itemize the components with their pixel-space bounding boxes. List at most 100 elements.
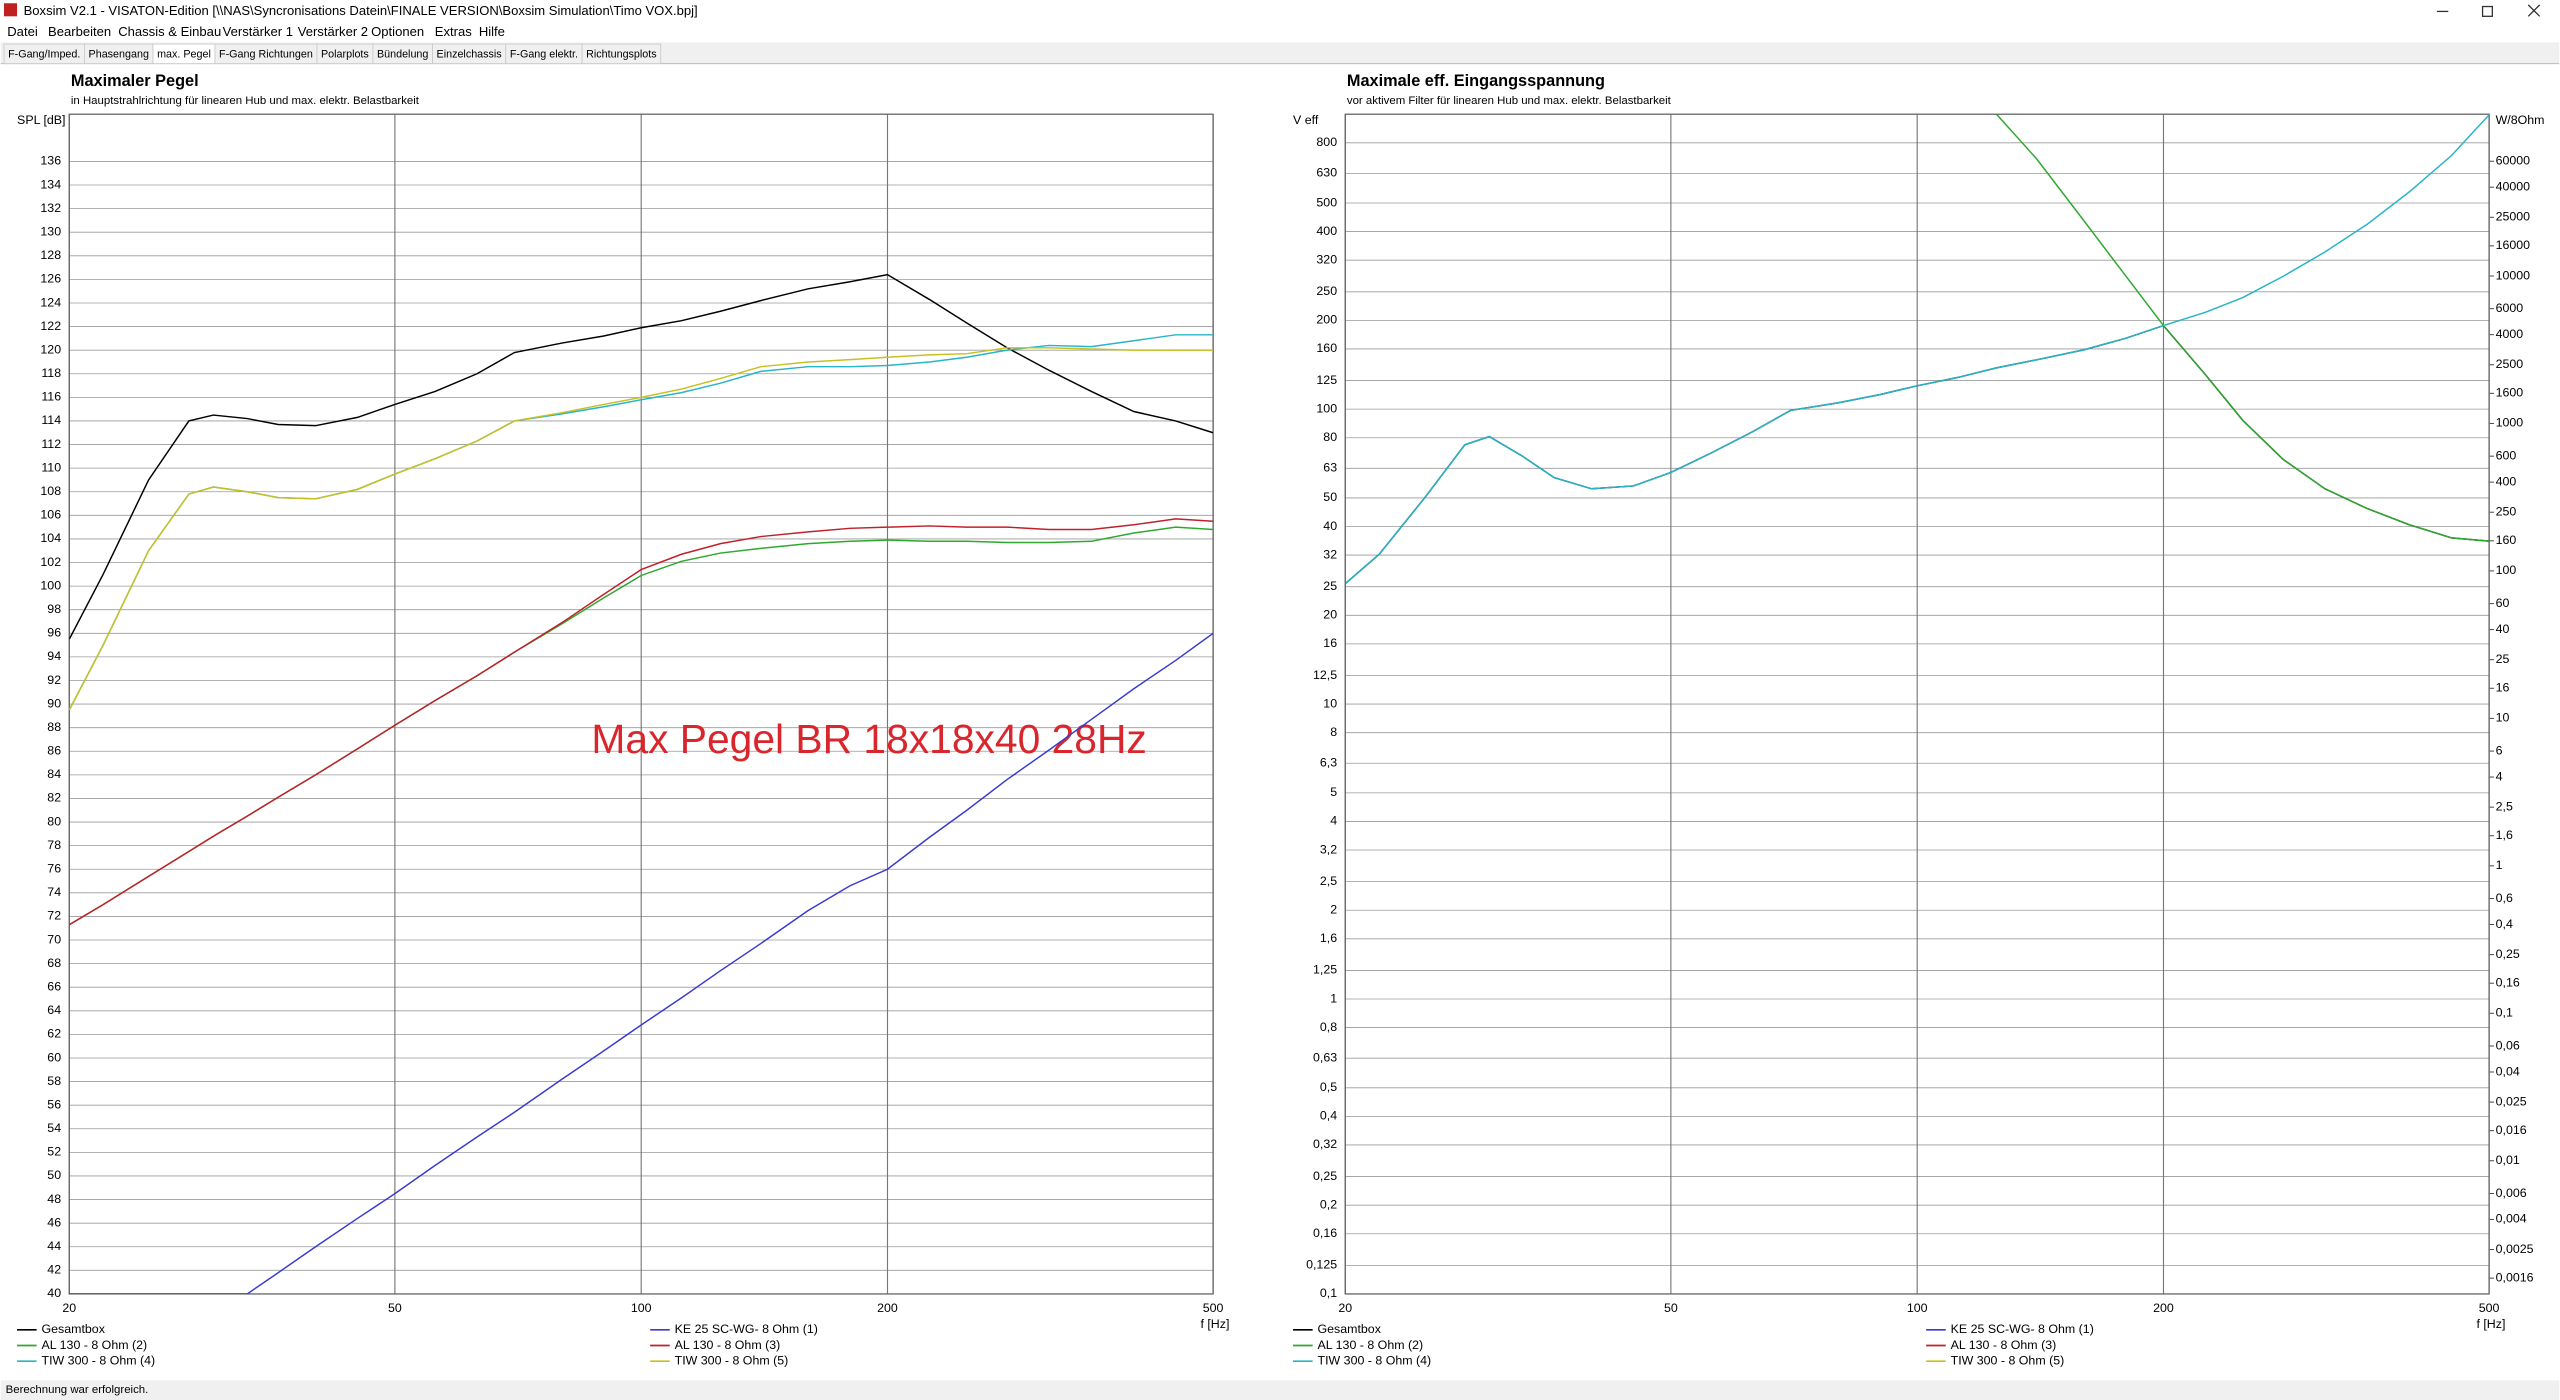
legend-label: AL 130 - 8 Ohm (3) bbox=[1951, 1338, 2057, 1352]
menu-item[interactable]: Bearbeiten bbox=[48, 24, 111, 39]
y-tick-label: 116 bbox=[41, 390, 61, 404]
window-controls[interactable] bbox=[2436, 4, 2541, 17]
y-tick-label: 76 bbox=[47, 862, 61, 876]
tab-label[interactable]: Einzelchassis bbox=[437, 49, 502, 61]
y-tick-label: 98 bbox=[47, 602, 61, 616]
y-tick-label: 1 bbox=[1330, 991, 1337, 1005]
y2-tick-label: 0,006 bbox=[2496, 1186, 2527, 1200]
y2-tick-label: 160 bbox=[2496, 533, 2517, 547]
y-tick-label: 3,2 bbox=[1320, 842, 1337, 856]
y2-tick-label: 400 bbox=[2496, 474, 2517, 488]
y-tick-label: 70 bbox=[47, 932, 61, 946]
maximize[interactable] bbox=[2481, 5, 2494, 17]
y2-tick-label: 1600 bbox=[2496, 386, 2524, 400]
y2-tick-label: 0,6 bbox=[2496, 891, 2513, 905]
legend-label: TIW 300 - 8 Ohm (5) bbox=[675, 1353, 789, 1367]
y-tick-label: 0,2 bbox=[1320, 1197, 1337, 1211]
y-tick-label: 104 bbox=[40, 531, 61, 545]
y2-tick-label: 25000 bbox=[2496, 210, 2531, 224]
y2-tick-label: 0,1 bbox=[2496, 1006, 2513, 1020]
menu-item[interactable]: Verstärker 1 bbox=[223, 24, 293, 39]
y2-tick-label: 0,04 bbox=[2496, 1064, 2520, 1078]
y-tick-label: 0,125 bbox=[1306, 1258, 1337, 1272]
tab-label[interactable]: Bündelung bbox=[377, 49, 428, 61]
y-tick-label: 82 bbox=[47, 791, 61, 805]
y-tick-label: 250 bbox=[1316, 284, 1337, 298]
y-tick-label: 4 bbox=[1330, 814, 1337, 828]
y-tick-label: 125 bbox=[1316, 373, 1337, 387]
y-tick-label: 54 bbox=[47, 1121, 61, 1135]
y-tick-label: 126 bbox=[40, 272, 61, 286]
legend-label: TIW 300 - 8 Ohm (4) bbox=[1318, 1353, 1432, 1367]
chart: Maximale eff. Eingangsspannung vor aktive… bbox=[1293, 72, 2544, 1368]
chart: Maximaler Pegel in Hauptstrahlrichtung fü… bbox=[17, 72, 1229, 1367]
tab-label[interactable]: F-Gang Richtungen bbox=[219, 49, 313, 61]
y-tick-label: 400 bbox=[1316, 224, 1337, 238]
tab-label[interactable]: Richtungsplots bbox=[586, 49, 657, 61]
tab[interactable]: Einzelchassis bbox=[432, 43, 507, 65]
series-line bbox=[1345, 114, 2490, 585]
y2-tick-label: 6000 bbox=[2496, 301, 2524, 315]
y-tick-label: 56 bbox=[47, 1097, 61, 1111]
tab[interactable]: Richtungsplots bbox=[581, 43, 662, 65]
y-tick-label: 50 bbox=[47, 1168, 61, 1182]
tab-label[interactable]: Phasengang bbox=[89, 49, 149, 61]
y-tick-label: 90 bbox=[47, 696, 61, 710]
y-tick-label: 6,3 bbox=[1320, 756, 1337, 770]
y-tick-label: 44 bbox=[47, 1239, 61, 1253]
tab[interactable]: Phasengang bbox=[84, 43, 154, 65]
tab[interactable]: F-Gang/Imped. bbox=[3, 43, 85, 65]
tab-label[interactable]: Polarplots bbox=[321, 49, 369, 61]
tab-label[interactable]: F-Gang elektr. bbox=[510, 49, 578, 61]
menu-item[interactable]: Verstärker 2 bbox=[298, 24, 368, 39]
y-tick-label: 100 bbox=[40, 578, 61, 592]
menu-item[interactable]: Extras bbox=[435, 24, 472, 39]
legend-label: KE 25 SC-WG- 8 Ohm (1) bbox=[1951, 1322, 2094, 1336]
y2-tick-label: 1,6 bbox=[2496, 828, 2513, 842]
series-line bbox=[1995, 114, 2490, 542]
menu-item[interactable]: Optionen bbox=[371, 24, 424, 39]
tab[interactable]: Polarplots bbox=[316, 43, 374, 65]
tab-label[interactable]: F-Gang/Imped. bbox=[8, 49, 80, 61]
y2-tick-label: 40 bbox=[2496, 622, 2510, 636]
y-tick-label: 106 bbox=[40, 508, 61, 522]
legend-label: KE 25 SC-WG- 8 Ohm (1) bbox=[675, 1322, 818, 1336]
y2-tick-label: 0,25 bbox=[2496, 947, 2520, 961]
y-tick-label: 12,5 bbox=[1313, 668, 1337, 682]
y-tick-label: 0,16 bbox=[1313, 1226, 1337, 1240]
y-tick-label: 0,8 bbox=[1320, 1020, 1337, 1034]
menu-item[interactable]: Chassis & Einbau bbox=[118, 24, 221, 39]
y2-tick-label: 10000 bbox=[2496, 268, 2531, 282]
y2-tick-label: 600 bbox=[2496, 448, 2517, 462]
y-tick-label: 2 bbox=[1330, 903, 1337, 917]
y-tick-label: 62 bbox=[47, 1027, 61, 1041]
legend-label: AL 130 - 8 Ohm (2) bbox=[1318, 1338, 1424, 1352]
y-tick-label: 80 bbox=[1323, 430, 1337, 444]
menu-item[interactable]: Hilfe bbox=[479, 24, 505, 39]
y-tick-label: 8 bbox=[1330, 725, 1337, 739]
y-tick-label: 1,6 bbox=[1320, 931, 1337, 945]
y-axis-label: SPL [dB] bbox=[17, 113, 65, 127]
y2-tick-label: 2,5 bbox=[2496, 799, 2513, 813]
y2-tick-label: 100 bbox=[2496, 563, 2517, 577]
y-tick-label: 58 bbox=[47, 1074, 61, 1088]
tab[interactable]: Bündelung bbox=[372, 43, 433, 65]
tab[interactable]: F-Gang Richtungen bbox=[214, 43, 318, 65]
y-tick-label: 25 bbox=[1323, 579, 1337, 593]
tab[interactable]: max. Pegel bbox=[152, 43, 216, 65]
y-tick-label: 102 bbox=[40, 555, 61, 569]
plot-frame bbox=[68, 113, 1214, 1295]
tab[interactable]: F-Gang elektr. bbox=[505, 43, 583, 65]
y-tick-label: 100 bbox=[1316, 401, 1337, 415]
y-tick-label: 32 bbox=[1323, 547, 1337, 561]
y2-tick-label: 10 bbox=[2496, 711, 2510, 725]
legend-label: TIW 300 - 8 Ohm (4) bbox=[42, 1353, 156, 1367]
x-tick-label: 20 bbox=[1338, 1301, 1352, 1315]
menu-item[interactable]: Datei bbox=[7, 24, 38, 39]
close[interactable] bbox=[2527, 4, 2541, 17]
tab-label[interactable]: max. Pegel bbox=[157, 49, 211, 61]
y-tick-label: 16 bbox=[1323, 636, 1337, 650]
tab-bg[interactable] bbox=[581, 43, 662, 65]
x-tick-label: 500 bbox=[1203, 1301, 1224, 1315]
